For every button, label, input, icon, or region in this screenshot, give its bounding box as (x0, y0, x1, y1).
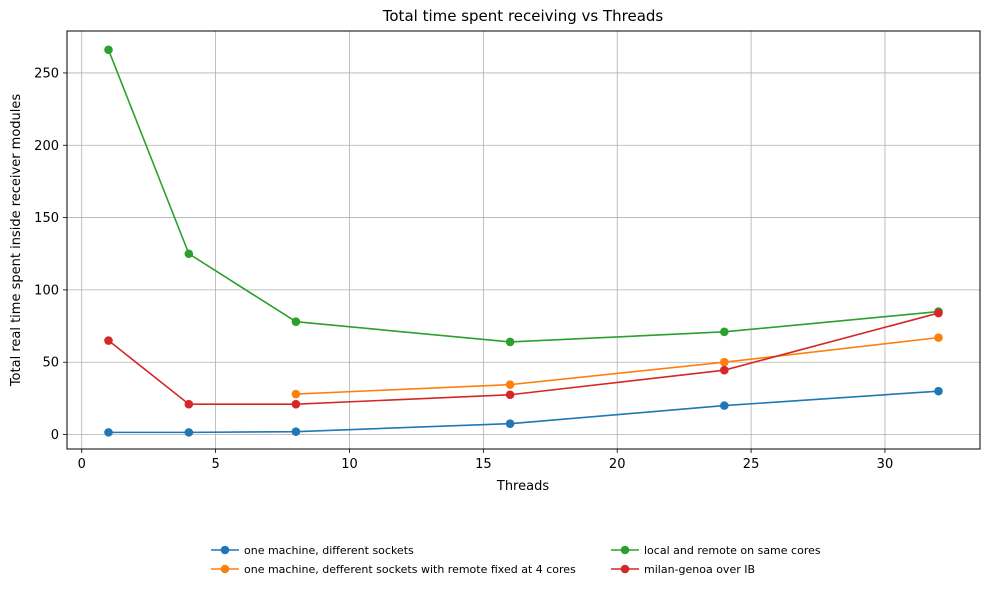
y-tick-label: 150 (34, 211, 59, 226)
data-point (104, 428, 113, 437)
y-axis-ticks: 0 50 100 150 200 250 (34, 66, 67, 443)
legend-label: local and remote on same cores (644, 544, 821, 557)
legend-marker (220, 564, 230, 574)
y-tick-label: 100 (34, 283, 59, 298)
data-point (505, 337, 515, 347)
series-2 (291, 333, 943, 399)
chart-title: Total time spent receiving vs Threads (382, 7, 664, 25)
data-point (505, 390, 515, 400)
data-point (505, 380, 515, 389)
legend-label: milan-genoa over IB (644, 563, 755, 576)
x-tick-label: 15 (475, 457, 492, 472)
series-1 (104, 386, 943, 437)
data-point (184, 399, 194, 409)
x-axis-ticks: 0 5 10 15 20 25 30 (78, 449, 894, 472)
legend-item: one machine, defferent sockets with remo… (211, 563, 576, 576)
legend-marker (220, 545, 230, 555)
data-point (934, 333, 943, 342)
data-point (104, 45, 113, 55)
series-line (108, 390, 939, 434)
data-point (291, 399, 301, 409)
data-point (184, 249, 194, 259)
data-point (720, 357, 729, 367)
data-point (505, 419, 515, 428)
series-3 (104, 45, 943, 347)
data-point (184, 428, 194, 437)
legend-item: one machine, different sockets (211, 544, 414, 557)
x-tick-label: 0 (78, 457, 86, 472)
y-tick-label: 200 (34, 139, 59, 154)
x-tick-label: 10 (341, 457, 358, 472)
series-line (107, 49, 939, 343)
series-4 (104, 308, 943, 409)
legend-marker (620, 545, 630, 555)
x-tick-label: 5 (211, 457, 219, 472)
x-tick-label: 20 (609, 457, 626, 472)
x-tick-label: 30 (877, 457, 894, 472)
legend: one machine, different sockets one machin… (211, 544, 821, 576)
x-tick-label: 25 (743, 457, 760, 472)
legend-label: one machine, different sockets (244, 544, 414, 557)
data-point (720, 327, 729, 337)
data-point (934, 308, 943, 318)
data-point (934, 386, 943, 396)
data-point (720, 365, 729, 375)
legend-item: milan-genoa over IB (611, 563, 755, 576)
x-axis-label: Threads (496, 479, 549, 494)
y-tick-label: 50 (42, 356, 59, 371)
data-point (720, 401, 729, 410)
series-line (108, 312, 939, 405)
data-point (291, 389, 301, 399)
data-point (291, 317, 301, 327)
legend-label: one machine, defferent sockets with remo… (244, 563, 576, 576)
y-tick-label: 0 (51, 428, 59, 443)
grid (67, 31, 980, 449)
series-line (295, 336, 939, 395)
y-tick-label: 250 (34, 66, 59, 81)
data-point (291, 427, 301, 436)
series-layer (104, 45, 943, 437)
y-axis-label: Total real time spent inside receiver mo… (9, 94, 24, 388)
legend-marker (620, 564, 630, 574)
plot-frame (66, 30, 981, 450)
legend-item: local and remote on same cores (611, 544, 821, 557)
data-point (104, 336, 113, 345)
